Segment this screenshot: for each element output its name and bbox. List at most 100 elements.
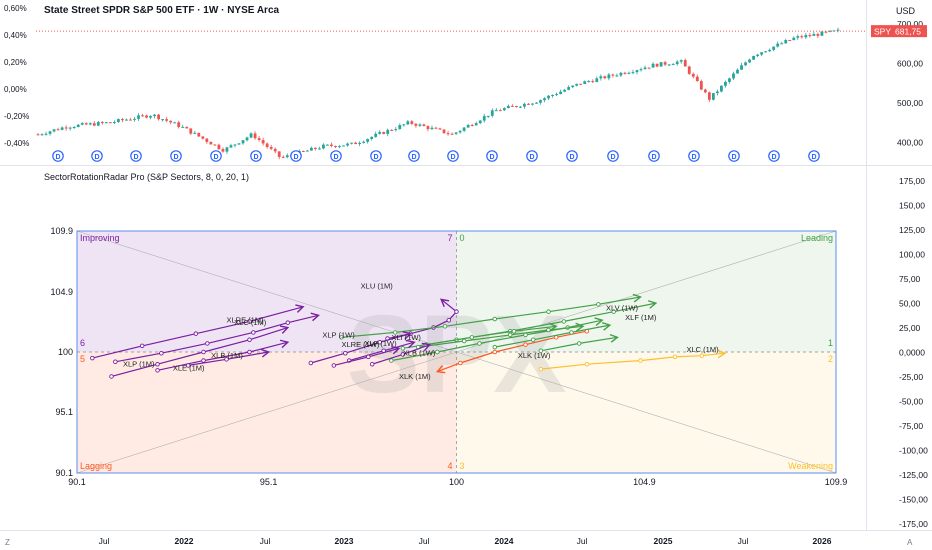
series-point[interactable] bbox=[247, 319, 252, 324]
candle-body[interactable] bbox=[474, 123, 478, 126]
candle-body[interactable] bbox=[334, 145, 337, 148]
candle-body[interactable] bbox=[169, 120, 173, 123]
candle-body[interactable] bbox=[502, 108, 506, 111]
candle-body[interactable] bbox=[615, 75, 619, 77]
candle-body[interactable] bbox=[157, 114, 161, 120]
candle-body[interactable] bbox=[643, 67, 647, 70]
candle-body[interactable] bbox=[233, 144, 237, 146]
candle-body[interactable] bbox=[40, 134, 44, 136]
candle-body[interactable] bbox=[506, 105, 510, 109]
series-point[interactable] bbox=[392, 330, 398, 335]
candle-body[interactable] bbox=[836, 29, 840, 31]
series-point[interactable] bbox=[159, 350, 164, 356]
candle-body[interactable] bbox=[338, 146, 341, 148]
candle-body[interactable] bbox=[808, 35, 812, 37]
candle-body[interactable] bbox=[655, 63, 659, 67]
series-point[interactable] bbox=[377, 339, 383, 345]
series-point[interactable] bbox=[442, 324, 448, 329]
series-point[interactable] bbox=[308, 360, 314, 366]
candle-body[interactable] bbox=[153, 114, 156, 117]
series-point[interactable] bbox=[400, 352, 406, 357]
candle-body[interactable] bbox=[237, 143, 241, 145]
candle-body[interactable] bbox=[88, 123, 92, 125]
candle-body[interactable] bbox=[450, 133, 454, 135]
series-point[interactable] bbox=[461, 338, 467, 344]
candle-body[interactable] bbox=[748, 59, 751, 63]
series-point[interactable] bbox=[155, 368, 160, 373]
dividend-marker[interactable]: D bbox=[250, 150, 262, 162]
candle-body[interactable] bbox=[48, 131, 52, 134]
candle-body[interactable] bbox=[695, 76, 699, 82]
candle-body[interactable] bbox=[563, 89, 567, 92]
candle-body[interactable] bbox=[458, 130, 462, 133]
dividend-marker[interactable]: D bbox=[607, 150, 619, 162]
series-point[interactable] bbox=[247, 337, 252, 343]
log-scale-toggle[interactable]: Z bbox=[5, 538, 10, 547]
candle-body[interactable] bbox=[555, 94, 558, 96]
candle-body[interactable] bbox=[683, 60, 687, 67]
candle-body[interactable] bbox=[60, 127, 64, 130]
series-point[interactable] bbox=[113, 359, 118, 365]
series-point[interactable] bbox=[90, 355, 95, 361]
dividend-marker[interactable]: D bbox=[370, 150, 382, 162]
candle-body[interactable] bbox=[201, 136, 205, 139]
candle-body[interactable] bbox=[478, 120, 482, 124]
candle-body[interactable] bbox=[366, 139, 370, 142]
candle-body[interactable] bbox=[707, 92, 711, 100]
candle-body[interactable] bbox=[804, 35, 808, 38]
candle-body[interactable] bbox=[326, 144, 329, 146]
candle-body[interactable] bbox=[466, 124, 470, 128]
candle-body[interactable] bbox=[639, 69, 643, 71]
candle-body[interactable] bbox=[92, 123, 96, 126]
series-point[interactable] bbox=[285, 320, 291, 325]
candle-body[interactable] bbox=[72, 127, 76, 129]
series-point[interactable] bbox=[596, 302, 601, 307]
candle-body[interactable] bbox=[189, 128, 193, 134]
candle-body[interactable] bbox=[442, 129, 446, 134]
candle-body[interactable] bbox=[117, 119, 120, 122]
candle-body[interactable] bbox=[213, 144, 217, 146]
series-point[interactable] bbox=[251, 330, 256, 335]
series-point[interactable] bbox=[454, 309, 459, 314]
candle-body[interactable] bbox=[36, 134, 40, 136]
symbol-title[interactable]: State Street SPDR S&P 500 ETF · 1W · NYS… bbox=[44, 5, 280, 16]
candle-body[interactable] bbox=[756, 54, 759, 56]
dividend-marker[interactable]: D bbox=[210, 150, 222, 162]
candle-body[interactable] bbox=[68, 127, 72, 129]
last-price-tag[interactable]: SPY 681,75 bbox=[871, 25, 927, 38]
candle-body[interactable] bbox=[394, 129, 398, 131]
candle-body[interactable] bbox=[438, 128, 442, 130]
series-point[interactable] bbox=[530, 337, 536, 343]
dividend-marker[interactable]: D bbox=[170, 150, 182, 162]
candle-body[interactable] bbox=[350, 142, 353, 144]
candle-body[interactable] bbox=[418, 124, 422, 126]
candle-body[interactable] bbox=[253, 133, 257, 139]
candle-body[interactable] bbox=[129, 119, 132, 121]
series-point[interactable] bbox=[507, 332, 513, 338]
series-point[interactable] bbox=[561, 319, 567, 324]
candle-body[interactable] bbox=[261, 140, 265, 144]
series-point[interactable] bbox=[492, 316, 498, 322]
candle-body[interactable] bbox=[599, 76, 603, 79]
candle-body[interactable] bbox=[133, 118, 136, 120]
candle-body[interactable] bbox=[374, 133, 378, 137]
candle-body[interactable] bbox=[691, 73, 695, 77]
candle-body[interactable] bbox=[454, 132, 458, 134]
candle-body[interactable] bbox=[100, 122, 104, 124]
candle-body[interactable] bbox=[181, 126, 185, 128]
candle-body[interactable] bbox=[273, 148, 277, 152]
candle-body[interactable] bbox=[402, 124, 406, 126]
candle-body[interactable] bbox=[410, 121, 414, 124]
candle-body[interactable] bbox=[112, 121, 116, 123]
candle-body[interactable] bbox=[193, 132, 197, 134]
series-point[interactable] bbox=[458, 360, 463, 366]
candle-body[interactable] bbox=[519, 106, 522, 108]
candle-body[interactable] bbox=[699, 81, 703, 90]
candle-body[interactable] bbox=[265, 143, 269, 148]
candle-body[interactable] bbox=[679, 60, 683, 62]
candle-body[interactable] bbox=[547, 95, 550, 99]
candle-body[interactable] bbox=[792, 37, 796, 41]
candle-body[interactable] bbox=[44, 133, 48, 135]
